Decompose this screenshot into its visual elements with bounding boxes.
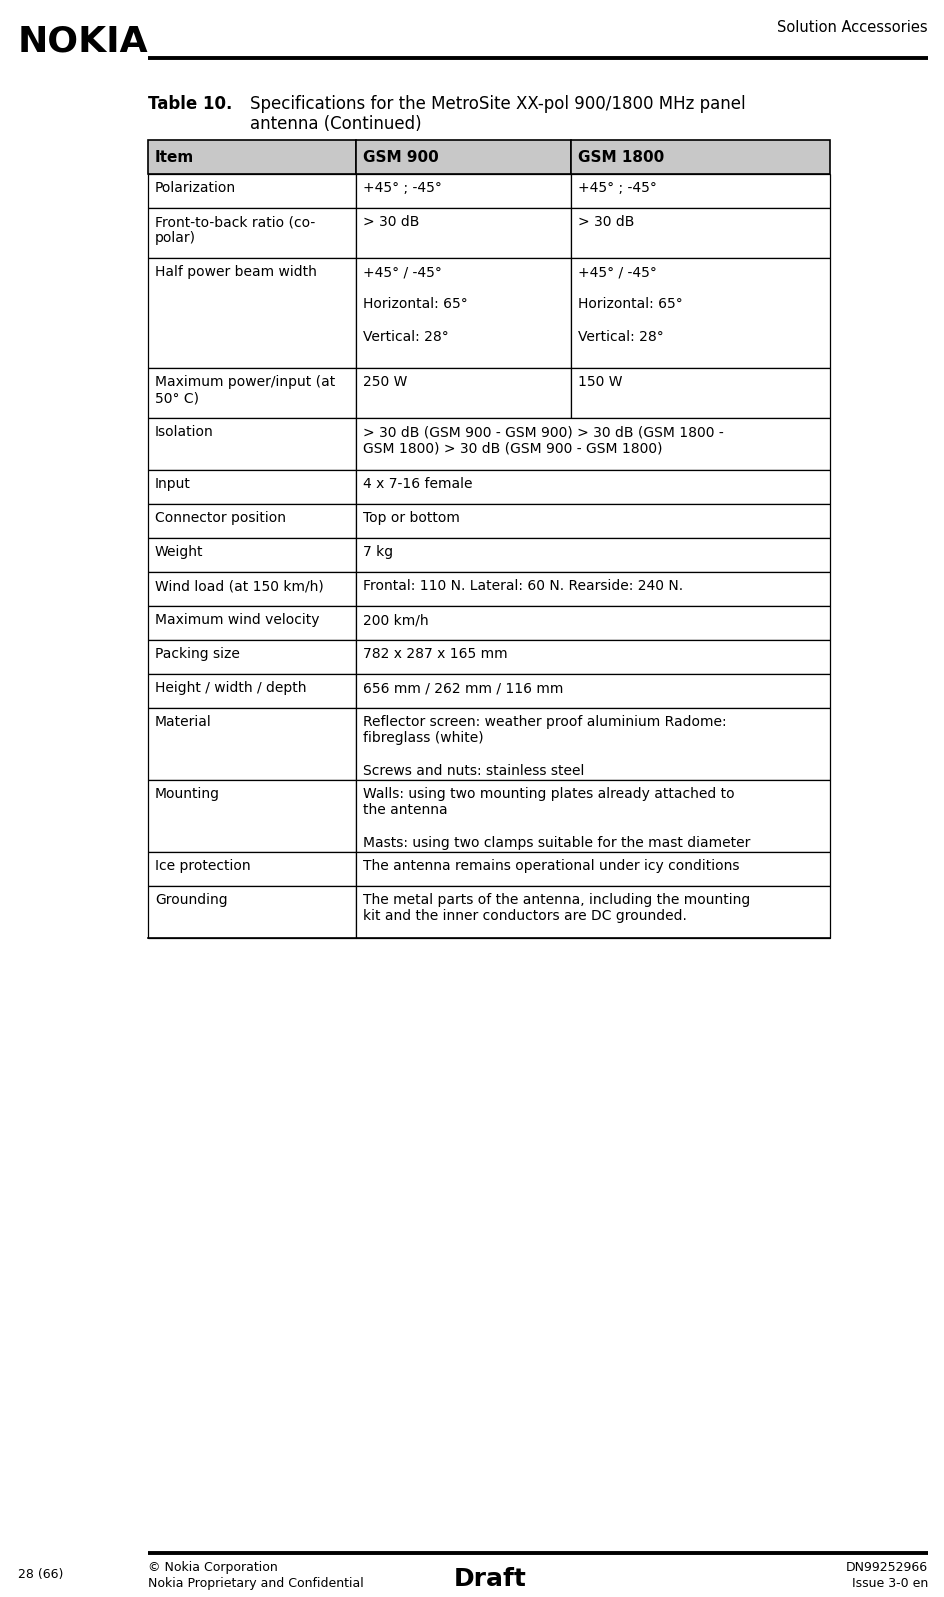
Text: Material: Material [155,715,211,728]
Text: Maximum wind velocity: Maximum wind velocity [155,613,319,628]
Text: The metal parts of the antenna, including the mounting
kit and the inner conduct: The metal parts of the antenna, includin… [362,893,750,923]
Bar [148,538,356,572]
Bar [570,141,829,174]
Text: 28 (66): 28 (66) [18,1568,63,1581]
Text: Table 10.: Table 10. [148,94,232,113]
Bar [148,572,356,605]
Bar [148,674,356,707]
Text: Draft: Draft [453,1567,526,1591]
Text: Polarization: Polarization [155,180,236,195]
Text: 7 kg: 7 kg [362,545,393,559]
Bar [148,470,356,505]
Text: The antenna remains operational under icy conditions: The antenna remains operational under ic… [362,859,739,874]
Bar [570,259,829,367]
Bar [356,886,829,937]
Bar [148,886,356,937]
Text: +45° / -45°

Horizontal: 65°

Vertical: 28°: +45° / -45° Horizontal: 65° Vertical: 28… [577,265,682,343]
Text: © Nokia Corporation: © Nokia Corporation [148,1560,278,1575]
Text: GSM 1800: GSM 1800 [577,150,664,164]
Text: Specifications for the MetroSite XX-pol 900/1800 MHz panel: Specifications for the MetroSite XX-pol … [250,94,745,113]
Text: Frontal: 110 N. Lateral: 60 N. Rearside: 240 N.: Frontal: 110 N. Lateral: 60 N. Rearside:… [362,580,683,592]
Text: > 30 dB (GSM 900 - GSM 900) > 30 dB (GSM 1800 -
GSM 1800) > 30 dB (GSM 900 - GSM: > 30 dB (GSM 900 - GSM 900) > 30 dB (GSM… [362,425,723,455]
Text: 150 W: 150 W [577,375,622,390]
Bar [148,707,356,779]
Text: Mounting: Mounting [155,787,220,802]
Text: Input: Input [155,478,191,490]
Bar [570,367,829,418]
Bar [356,470,829,505]
Text: +45° ; -45°: +45° ; -45° [577,180,656,195]
Bar [356,259,570,367]
Text: Height / width / depth: Height / width / depth [155,680,306,695]
Bar [356,538,829,572]
Text: Top or bottom: Top or bottom [362,511,460,525]
Bar [356,141,570,174]
Text: Nokia Proprietary and Confidential: Nokia Proprietary and Confidential [148,1576,363,1591]
Bar [356,367,570,418]
Bar [356,572,829,605]
Bar [148,853,356,886]
Text: Solution Accessories: Solution Accessories [777,21,927,35]
Text: +45° ; -45°: +45° ; -45° [362,180,442,195]
Bar [570,208,829,259]
Text: Weight: Weight [155,545,203,559]
Bar [148,605,356,640]
Text: antenna (Continued): antenna (Continued) [250,115,421,133]
Bar [148,174,356,208]
Text: 4 x 7-16 female: 4 x 7-16 female [362,478,472,490]
Bar [356,640,829,674]
Bar [356,174,570,208]
Text: 782 x 287 x 165 mm: 782 x 287 x 165 mm [362,647,507,661]
Text: Grounding: Grounding [155,893,228,907]
Bar [148,208,356,259]
Bar [356,779,829,853]
Text: Walls: using two mounting plates already attached to
the antenna

Masts: using t: Walls: using two mounting plates already… [362,787,750,850]
Bar [148,640,356,674]
Text: Front-to-back ratio (co-
polar): Front-to-back ratio (co- polar) [155,216,315,246]
Bar [148,367,356,418]
Text: Issue 3-0 en: Issue 3-0 en [851,1576,927,1591]
Text: 200 km/h: 200 km/h [362,613,429,628]
Bar [356,505,829,538]
Text: 250 W: 250 W [362,375,407,390]
Text: Connector position: Connector position [155,511,286,525]
Text: > 30 dB: > 30 dB [362,216,419,228]
Text: NOKIA: NOKIA [18,26,148,59]
Text: Reflector screen: weather proof aluminium Radome:
fibreglass (white)

Screws and: Reflector screen: weather proof aluminiu… [362,715,726,778]
Bar [148,779,356,853]
Bar [356,605,829,640]
Bar [148,505,356,538]
Bar [356,707,829,779]
Text: Wind load (at 150 km/h): Wind load (at 150 km/h) [155,580,324,592]
Bar [148,418,356,470]
Text: Maximum power/input (at
50° C): Maximum power/input (at 50° C) [155,375,335,406]
Text: > 30 dB: > 30 dB [577,216,633,228]
Bar [570,174,829,208]
Bar [148,259,356,367]
Text: Packing size: Packing size [155,647,240,661]
Text: DN99252966: DN99252966 [845,1560,927,1575]
Bar [356,418,829,470]
Bar [148,141,356,174]
Bar [356,208,570,259]
Bar [356,674,829,707]
Text: Ice protection: Ice protection [155,859,250,874]
Text: Item: Item [155,150,194,164]
Text: GSM 900: GSM 900 [362,150,438,164]
Text: Isolation: Isolation [155,425,213,439]
Bar [356,853,829,886]
Text: 656 mm / 262 mm / 116 mm: 656 mm / 262 mm / 116 mm [362,680,563,695]
Text: Half power beam width: Half power beam width [155,265,316,279]
Text: +45° / -45°

Horizontal: 65°

Vertical: 28°: +45° / -45° Horizontal: 65° Vertical: 28… [362,265,467,343]
